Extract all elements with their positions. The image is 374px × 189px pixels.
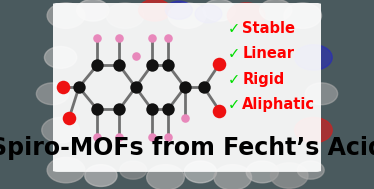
Circle shape [36, 83, 69, 105]
Point [94, 64, 100, 67]
Point [149, 64, 155, 67]
Point [165, 135, 171, 138]
Circle shape [47, 157, 85, 183]
Circle shape [295, 117, 332, 143]
Text: Stable: Stable [242, 21, 295, 36]
Circle shape [47, 3, 85, 28]
Point [116, 135, 122, 138]
Point [182, 86, 188, 89]
Point [116, 64, 122, 67]
Point [165, 108, 171, 111]
Circle shape [165, 1, 192, 19]
Text: Linear: Linear [242, 46, 294, 61]
Circle shape [85, 165, 117, 187]
Point [217, 62, 223, 65]
Point [133, 55, 139, 58]
Point [149, 135, 155, 138]
Circle shape [77, 0, 109, 21]
Circle shape [184, 161, 217, 183]
Text: Spiro-MOFs from Fecht’s Acid: Spiro-MOFs from Fecht’s Acid [0, 136, 374, 160]
Text: ✓: ✓ [227, 72, 240, 87]
Circle shape [203, 0, 235, 21]
FancyBboxPatch shape [50, 3, 324, 172]
Circle shape [106, 3, 144, 28]
Circle shape [295, 45, 332, 70]
Circle shape [260, 0, 292, 21]
Point [133, 86, 139, 89]
Circle shape [139, 0, 171, 21]
Circle shape [45, 46, 77, 68]
Point [60, 86, 66, 89]
Circle shape [214, 165, 252, 189]
Point [116, 36, 122, 40]
Text: Rigid: Rigid [242, 72, 284, 87]
Circle shape [195, 5, 222, 23]
Text: Aliphatic: Aliphatic [242, 97, 315, 112]
Point [94, 108, 100, 111]
Circle shape [147, 165, 184, 189]
Circle shape [284, 3, 322, 28]
Text: ✓: ✓ [227, 21, 240, 36]
Circle shape [168, 3, 206, 28]
Point [217, 109, 223, 112]
Text: ✓: ✓ [227, 46, 240, 61]
Circle shape [305, 83, 338, 105]
Circle shape [246, 161, 279, 183]
Point [149, 36, 155, 40]
Point [165, 36, 171, 40]
Point [94, 36, 100, 40]
Point [182, 117, 188, 120]
Point [76, 86, 82, 89]
Circle shape [297, 161, 324, 179]
Point [149, 108, 155, 111]
Point [94, 135, 100, 138]
Point [201, 86, 207, 89]
Circle shape [270, 163, 308, 188]
Point [66, 117, 72, 120]
Circle shape [42, 117, 79, 143]
Point [116, 108, 122, 111]
Point [165, 64, 171, 67]
Circle shape [120, 161, 147, 179]
Circle shape [227, 3, 265, 28]
Text: ✓: ✓ [227, 97, 240, 112]
